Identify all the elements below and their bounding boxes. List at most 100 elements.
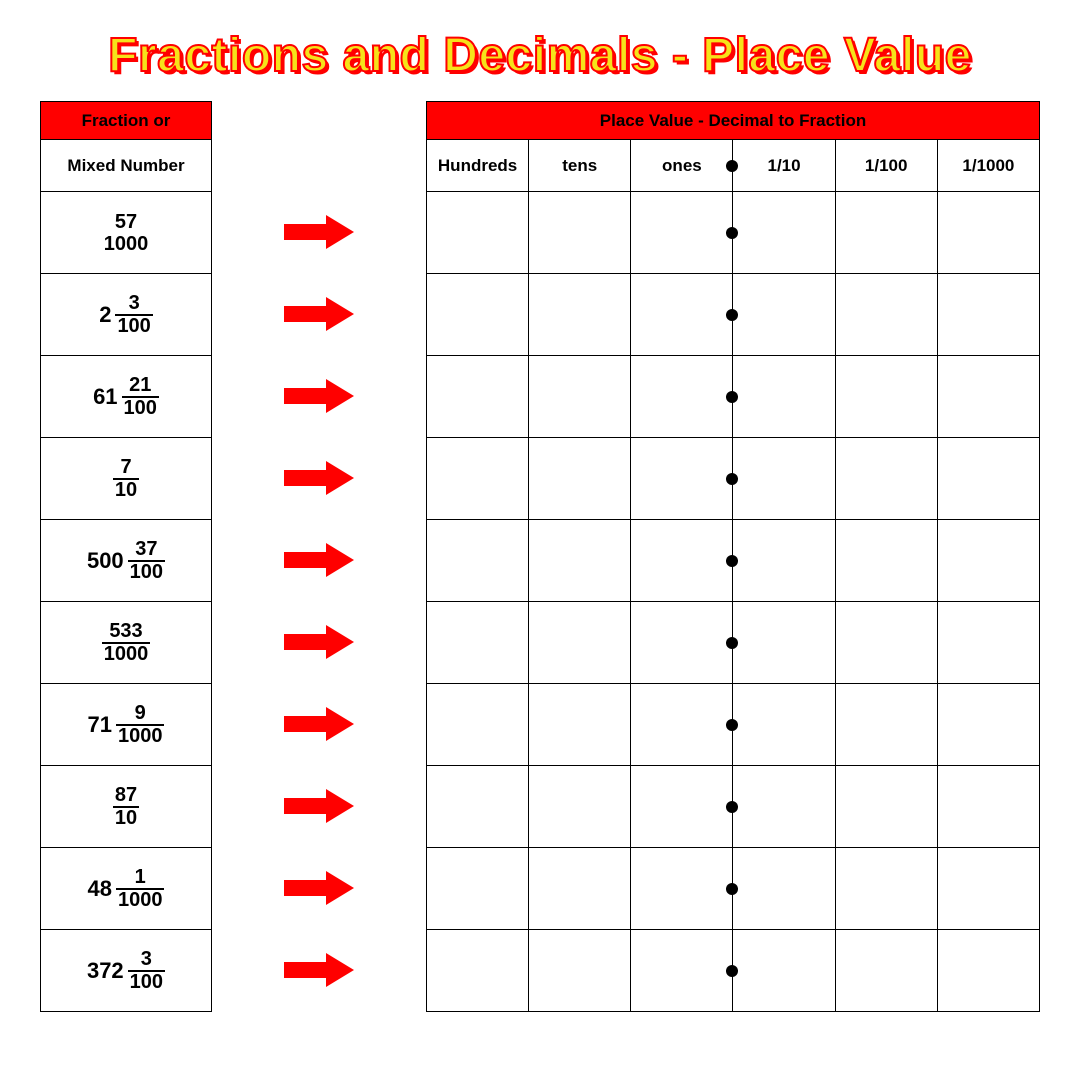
fraction-table-header-sub: Mixed Number <box>41 140 212 192</box>
place-value-column-header: ones <box>631 140 733 192</box>
place-value-cell <box>427 438 529 520</box>
place-value-cell <box>427 602 529 684</box>
place-value-cell <box>529 438 631 520</box>
arrow-cell <box>284 601 354 683</box>
decimal-point-icon <box>726 637 738 649</box>
arrow-right-icon <box>284 297 354 331</box>
place-value-cell <box>631 438 733 520</box>
place-value-cell <box>631 192 733 274</box>
arrow-right-icon <box>284 789 354 823</box>
fraction-cell: 571000 <box>41 192 212 274</box>
place-value-cell <box>937 848 1039 930</box>
place-value-column-header: 1/10 <box>733 140 835 192</box>
place-value-cell <box>529 930 631 1012</box>
arrow-right-icon <box>284 871 354 905</box>
place-value-cell <box>937 520 1039 602</box>
arrow-right-icon <box>284 625 354 659</box>
fraction-table-header-top: Fraction or <box>41 102 212 140</box>
place-value-cell <box>937 192 1039 274</box>
place-value-cell <box>937 930 1039 1012</box>
page-title: Fractions and Decimals - Place Value <box>40 28 1040 83</box>
place-value-cell <box>529 274 631 356</box>
arrow-cell <box>284 191 354 273</box>
place-value-cell <box>835 930 937 1012</box>
content-grid: Fraction or Mixed Number 571000231006121… <box>40 101 1040 1012</box>
decimal-point-icon <box>726 473 738 485</box>
fraction-cell: 6121100 <box>41 356 212 438</box>
place-value-cell <box>733 274 835 356</box>
arrow-cell <box>284 929 354 1011</box>
fraction-cell: 3723100 <box>41 930 212 1012</box>
place-value-cell <box>937 438 1039 520</box>
fraction-table: Fraction or Mixed Number 571000231006121… <box>40 101 212 1012</box>
arrow-column <box>212 101 426 1012</box>
decimal-point-icon <box>726 883 738 895</box>
arrow-right-icon <box>284 953 354 987</box>
decimal-point-icon <box>726 309 738 321</box>
arrow-cell <box>284 355 354 437</box>
decimal-point-icon <box>726 227 738 239</box>
fraction-cell: 50037100 <box>41 520 212 602</box>
place-value-cell <box>529 848 631 930</box>
decimal-point-icon <box>726 965 738 977</box>
place-value-cell <box>427 930 529 1012</box>
place-value-cell <box>631 520 733 602</box>
decimal-point-icon <box>726 391 738 403</box>
place-value-cell <box>733 930 835 1012</box>
fraction-cell: 8710 <box>41 766 212 848</box>
arrow-cell <box>284 765 354 847</box>
place-value-cell <box>529 766 631 848</box>
fraction-cell: 4811000 <box>41 848 212 930</box>
place-value-cell <box>733 192 835 274</box>
place-value-cell <box>835 848 937 930</box>
place-value-column-header: Hundreds <box>427 140 529 192</box>
arrow-cell <box>284 847 354 929</box>
place-value-cell <box>733 438 835 520</box>
place-value-cell <box>427 684 529 766</box>
fraction-cell: 710 <box>41 438 212 520</box>
fraction-cell: 23100 <box>41 274 212 356</box>
place-value-cell <box>733 520 835 602</box>
arrow-cell <box>284 683 354 765</box>
decimal-point-icon <box>726 719 738 731</box>
place-value-column-header: 1/100 <box>835 140 937 192</box>
arrow-cell <box>284 437 354 519</box>
place-value-cell <box>631 766 733 848</box>
place-value-cell <box>529 520 631 602</box>
fraction-cell: 7191000 <box>41 684 212 766</box>
arrow-right-icon <box>284 215 354 249</box>
place-value-cell <box>835 684 937 766</box>
place-value-cell <box>427 848 529 930</box>
place-value-cell <box>427 192 529 274</box>
place-value-cell <box>835 520 937 602</box>
place-value-cell <box>835 192 937 274</box>
place-value-cell <box>427 766 529 848</box>
place-value-cell <box>835 602 937 684</box>
place-value-cell <box>529 602 631 684</box>
arrow-right-icon <box>284 379 354 413</box>
place-value-cell <box>835 274 937 356</box>
place-value-cell <box>631 684 733 766</box>
decimal-point-icon <box>726 555 738 567</box>
place-value-cell <box>529 684 631 766</box>
place-value-header-top: Place Value - Decimal to Fraction <box>427 102 1040 140</box>
place-value-cell <box>733 602 835 684</box>
place-value-cell <box>937 766 1039 848</box>
place-value-cell <box>733 684 835 766</box>
place-value-column-header: 1/1000 <box>937 140 1039 192</box>
place-value-cell <box>733 356 835 438</box>
fraction-cell: 5331000 <box>41 602 212 684</box>
place-value-column-header: tens <box>529 140 631 192</box>
place-value-table: Place Value - Decimal to Fraction Hundre… <box>426 101 1040 1012</box>
place-value-cell <box>835 438 937 520</box>
arrow-cell <box>284 519 354 601</box>
place-value-cell <box>631 602 733 684</box>
place-value-cell <box>631 356 733 438</box>
place-value-cell <box>733 766 835 848</box>
place-value-cell <box>631 930 733 1012</box>
place-value-cell <box>937 356 1039 438</box>
place-value-cell <box>427 356 529 438</box>
place-value-cell <box>835 356 937 438</box>
decimal-point-icon <box>726 160 738 172</box>
place-value-cell <box>835 766 937 848</box>
